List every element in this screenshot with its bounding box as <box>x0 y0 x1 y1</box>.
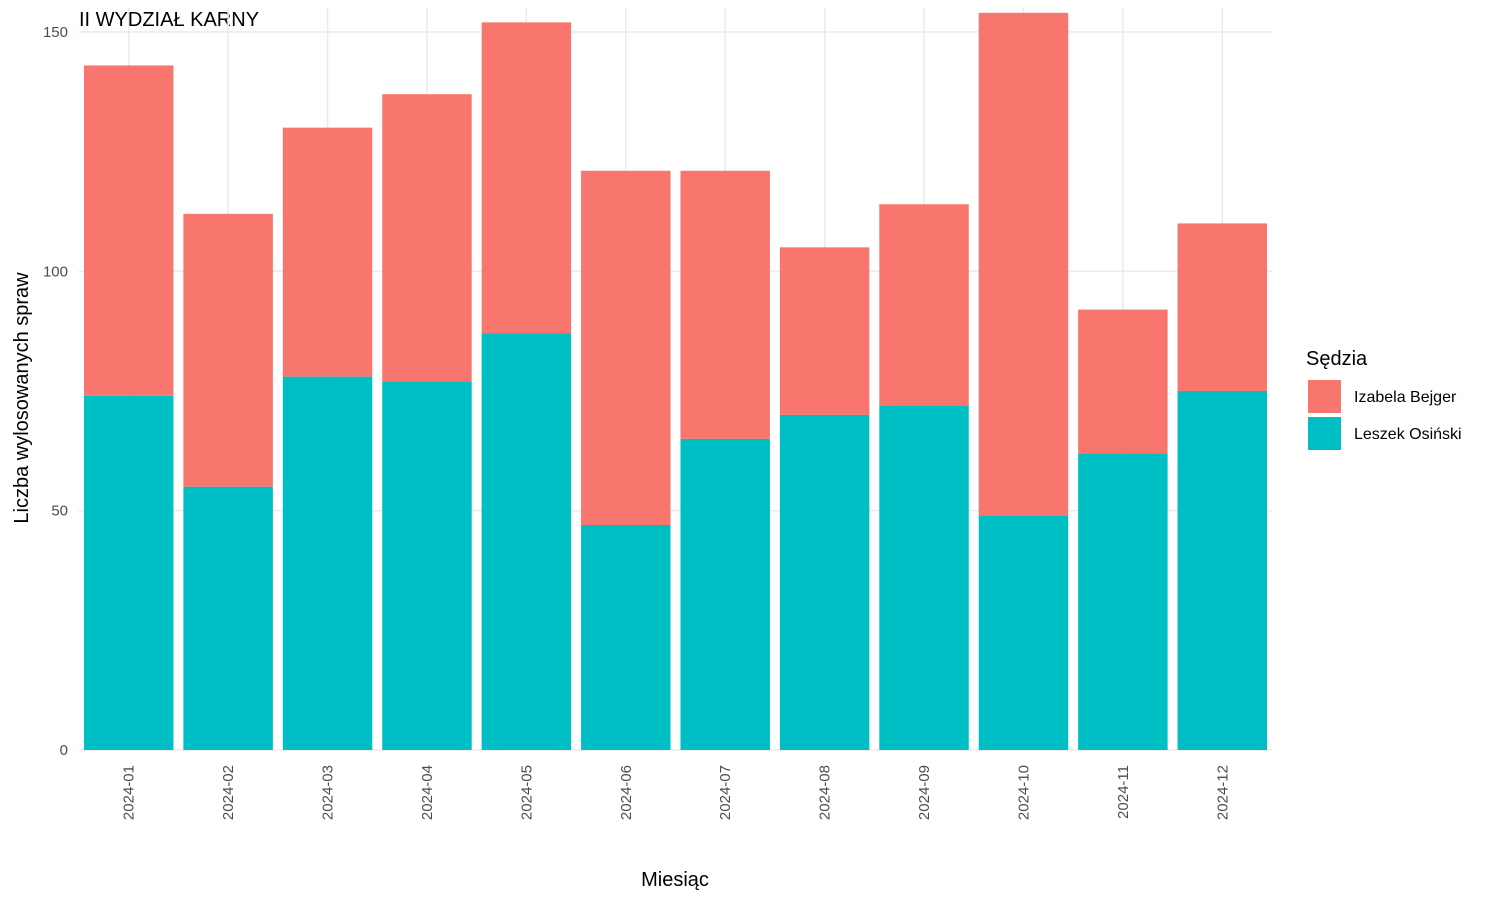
bar-leszek-osinski-2024-01 <box>83 395 174 750</box>
x-axis: 2024-01 2024-02 2024-03 2024-04 2024-05 2024-… <box>121 765 1232 820</box>
bar-leszek-osinski-2024-03 <box>282 376 373 750</box>
x-tick-label: 2024-05 <box>518 765 535 820</box>
x-tick-label: 2024-11 <box>1115 765 1132 819</box>
bar-izabela-bejger-2024-05 <box>481 22 572 334</box>
y-tick-label: 100 <box>43 263 68 280</box>
bar-leszek-osinski-2024-09 <box>879 405 969 750</box>
bar-leszek-osinski-2024-04 <box>382 381 472 750</box>
bar-leszek-osinski-2024-12 <box>1177 390 1268 750</box>
bar-izabela-bejger-2024-01 <box>83 65 174 396</box>
legend-label: Izabela Bejger <box>1354 389 1457 406</box>
x-tick-label: 2024-03 <box>320 765 337 820</box>
bars <box>83 12 1268 750</box>
x-tick-label: 2024-04 <box>419 765 436 820</box>
y-tick-label: 0 <box>60 742 68 759</box>
x-tick-label: 2024-01 <box>121 765 138 820</box>
bar-izabela-bejger-2024-03 <box>282 127 373 377</box>
bar-izabela-bejger-2024-08 <box>779 247 870 415</box>
x-tick-label: 2024-06 <box>618 765 635 820</box>
x-axis-title: Miesiąc <box>641 869 709 891</box>
legend: Sędzia Izabela Bejger Leszek Osiński <box>1306 348 1462 450</box>
bar-leszek-osinski-2024-11 <box>1078 453 1168 750</box>
x-tick-label: 2024-02 <box>220 765 237 820</box>
bar-leszek-osinski-2024-10 <box>978 515 1069 750</box>
bar-izabela-bejger-2024-07 <box>680 170 770 439</box>
x-tick-label: 2024-09 <box>916 765 933 820</box>
bar-izabela-bejger-2024-12 <box>1177 223 1268 391</box>
x-tick-label: 2024-10 <box>1015 765 1032 820</box>
bar-leszek-osinski-2024-06 <box>581 525 671 750</box>
x-tick-label: 2024-08 <box>817 765 834 820</box>
bar-leszek-osinski-2024-02 <box>183 486 273 750</box>
bar-izabela-bejger-2024-09 <box>879 204 969 406</box>
legend-title: Sędzia <box>1306 348 1368 370</box>
bar-leszek-osinski-2024-07 <box>680 438 770 750</box>
y-tick-label: 50 <box>51 503 68 520</box>
bar-izabela-bejger-2024-04 <box>382 94 472 382</box>
bar-leszek-osinski-2024-08 <box>779 414 870 750</box>
bar-izabela-bejger-2024-11 <box>1078 309 1168 454</box>
bar-leszek-osinski-2024-05 <box>481 333 572 750</box>
bar-izabela-bejger-2024-02 <box>183 213 273 487</box>
legend-swatch <box>1308 380 1341 413</box>
y-axis-title: Liczba wylosowanych spraw <box>11 272 33 524</box>
legend-swatch <box>1308 417 1341 450</box>
x-tick-label: 2024-12 <box>1214 765 1231 820</box>
bar-izabela-bejger-2024-06 <box>581 170 671 526</box>
chart-title: II WYDZIAŁ KARNY <box>79 9 259 31</box>
y-tick-label: 150 <box>43 24 68 41</box>
x-tick-label: 2024-07 <box>717 765 734 820</box>
legend-label: Leszek Osiński <box>1354 426 1462 443</box>
bar-izabela-bejger-2024-10 <box>978 12 1069 516</box>
y-axis: 0 50 100 150 <box>43 24 68 759</box>
